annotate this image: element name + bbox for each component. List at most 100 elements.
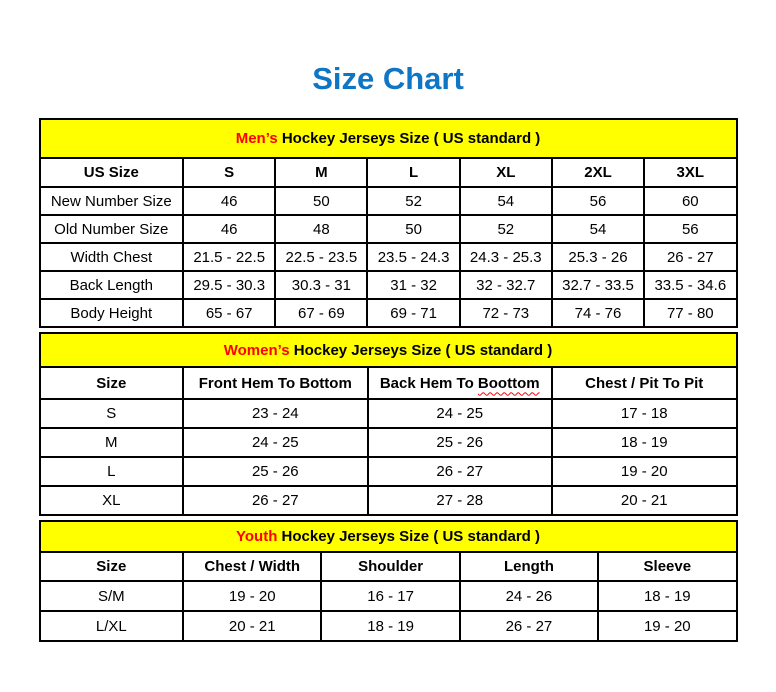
cell: 56: [643, 214, 738, 244]
cell: 31 - 32: [366, 270, 461, 300]
cell: 20 - 21: [550, 485, 738, 516]
cell: 29.5 - 30.3: [182, 270, 277, 300]
cell: 52: [458, 214, 553, 244]
row-label: S/M: [38, 580, 185, 612]
mens-section-band: Men’s Hockey Jerseys Size ( US standard …: [38, 118, 738, 159]
mens-row-width-chest: Width Chest 21.5 - 22.5 22.5 - 23.5 23.5…: [38, 242, 738, 272]
womens-band-highlight: Women’s: [223, 341, 290, 359]
back-hem-misspelled-word: Boottom: [477, 374, 540, 392]
cell: 18 - 19: [320, 610, 461, 642]
youth-row-sm: S/M 19 - 20 16 - 17 24 - 26 18 - 19: [38, 580, 738, 612]
cell: 50: [274, 186, 369, 216]
youth-band-highlight: Youth: [236, 528, 278, 545]
mens-col-header-xl: XL: [458, 157, 553, 188]
mens-col-header-m: M: [274, 157, 369, 188]
cell: 19 - 20: [597, 610, 738, 642]
youth-row-lxl: L/XL 20 - 21 18 - 19 26 - 27 19 - 20: [38, 610, 738, 642]
cell: 32 - 32.7: [458, 270, 553, 300]
cell: 24 - 25: [182, 427, 369, 458]
cell: 21.5 - 22.5: [182, 242, 277, 272]
row-label: S: [38, 398, 185, 429]
page-title: Size Chart: [312, 61, 464, 96]
mens-row-back-length: Back Length 29.5 - 30.3 30.3 - 31 31 - 3…: [38, 270, 738, 300]
womens-row-l: L 25 - 26 26 - 27 19 - 20: [38, 456, 738, 487]
cell: 23 - 24: [182, 398, 369, 429]
cell: 26 - 27: [643, 242, 738, 272]
mens-col-header-s: S: [182, 157, 277, 188]
womens-col-header-front-hem: Front Hem To Bottom: [182, 366, 369, 400]
cell: 33.5 - 34.6: [643, 270, 738, 300]
row-label: M: [38, 427, 185, 458]
youth-section-band: Youth Hockey Jerseys Size ( US standard …: [38, 520, 738, 553]
youth-section-band-row: Youth Hockey Jerseys Size ( US standard …: [38, 520, 738, 553]
cell: 67 - 69: [274, 298, 369, 328]
cell: 26 - 27: [182, 485, 369, 516]
womens-row-m: M 24 - 25 25 - 26 18 - 19: [38, 427, 738, 458]
tables-container: Men’s Hockey Jerseys Size ( US standard …: [38, 118, 738, 642]
cell: 72 - 73: [458, 298, 553, 328]
row-label: Body Height: [38, 298, 185, 328]
womens-band-title: Hockey Jerseys Size ( US standard ): [289, 341, 553, 359]
cell: 26 - 27: [458, 610, 600, 642]
youth-col-header-shoulder: Shoulder: [320, 551, 461, 582]
mens-col-header-2xl: 2XL: [550, 157, 646, 188]
cell: 23.5 - 24.3: [366, 242, 461, 272]
cell: 54: [458, 186, 553, 216]
cell: 60: [643, 186, 738, 216]
cell: 22.5 - 23.5: [274, 242, 369, 272]
cell: 69 - 71: [366, 298, 461, 328]
mens-row-old-number-size: Old Number Size 46 48 50 52 54 56: [38, 214, 738, 244]
womens-header-row: Size Front Hem To Bottom Back Hem To Boo…: [38, 366, 738, 400]
mens-row-body-height: Body Height 65 - 67 67 - 69 69 - 71 72 -…: [38, 298, 738, 328]
cell: 18 - 19: [597, 580, 738, 612]
cell: 24.3 - 25.3: [458, 242, 553, 272]
mens-band-title: Hockey Jerseys Size ( US standard ): [277, 130, 541, 147]
row-label: Back Length: [38, 270, 185, 300]
row-label: L: [38, 456, 185, 487]
cell: 25.3 - 26: [550, 242, 646, 272]
cell: 65 - 67: [182, 298, 277, 328]
cell: 26 - 27: [366, 456, 553, 487]
mens-col-header-3xl: 3XL: [643, 157, 738, 188]
womens-row-xl: XL 26 - 27 27 - 28 20 - 21: [38, 485, 738, 516]
cell: 48: [274, 214, 369, 244]
cell: 46: [182, 186, 277, 216]
womens-col-header-size: Size: [38, 366, 185, 400]
mens-size-table: Men’s Hockey Jerseys Size ( US standard …: [38, 118, 738, 328]
cell: 74 - 76: [550, 298, 646, 328]
cell: 50: [366, 214, 461, 244]
youth-band-title: Hockey Jerseys Size ( US standard ): [277, 528, 540, 545]
mens-section-band-row: Men’s Hockey Jerseys Size ( US standard …: [38, 118, 738, 159]
cell: 18 - 19: [550, 427, 738, 458]
cell: 17 - 18: [550, 398, 738, 429]
youth-col-header-length: Length: [458, 551, 600, 582]
womens-size-table: Women’s Hockey Jerseys Size ( US standar…: [38, 332, 738, 516]
youth-header-row: Size Chest / Width Shoulder Length Sleev…: [38, 551, 738, 582]
cell: 24 - 25: [366, 398, 553, 429]
womens-col-header-back-hem: Back Hem To Boottom: [366, 366, 553, 400]
cell: 32.7 - 33.5: [550, 270, 646, 300]
cell: 52: [366, 186, 461, 216]
mens-row-new-number-size: New Number Size 46 50 52 54 56 60: [38, 186, 738, 216]
womens-section-band-row: Women’s Hockey Jerseys Size ( US standar…: [38, 332, 738, 368]
mens-col-header-l: L: [366, 157, 461, 188]
cell: 54: [550, 214, 646, 244]
cell: 77 - 80: [643, 298, 738, 328]
cell: 20 - 21: [182, 610, 323, 642]
cell: 25 - 26: [182, 456, 369, 487]
row-label: Width Chest: [38, 242, 185, 272]
cell: 19 - 20: [550, 456, 738, 487]
cell: 25 - 26: [366, 427, 553, 458]
youth-col-header-sleeve: Sleeve: [597, 551, 738, 582]
cell: 27 - 28: [366, 485, 553, 516]
cell: 56: [550, 186, 646, 216]
row-label: Old Number Size: [38, 214, 185, 244]
womens-row-s: S 23 - 24 24 - 25 17 - 18: [38, 398, 738, 429]
row-label: L/XL: [38, 610, 185, 642]
youth-col-header-size: Size: [38, 551, 185, 582]
youth-size-table: Youth Hockey Jerseys Size ( US standard …: [38, 520, 738, 642]
mens-band-highlight: Men’s: [235, 130, 278, 147]
cell: 30.3 - 31: [274, 270, 369, 300]
mens-header-row: US Size S M L XL 2XL 3XL: [38, 157, 738, 188]
